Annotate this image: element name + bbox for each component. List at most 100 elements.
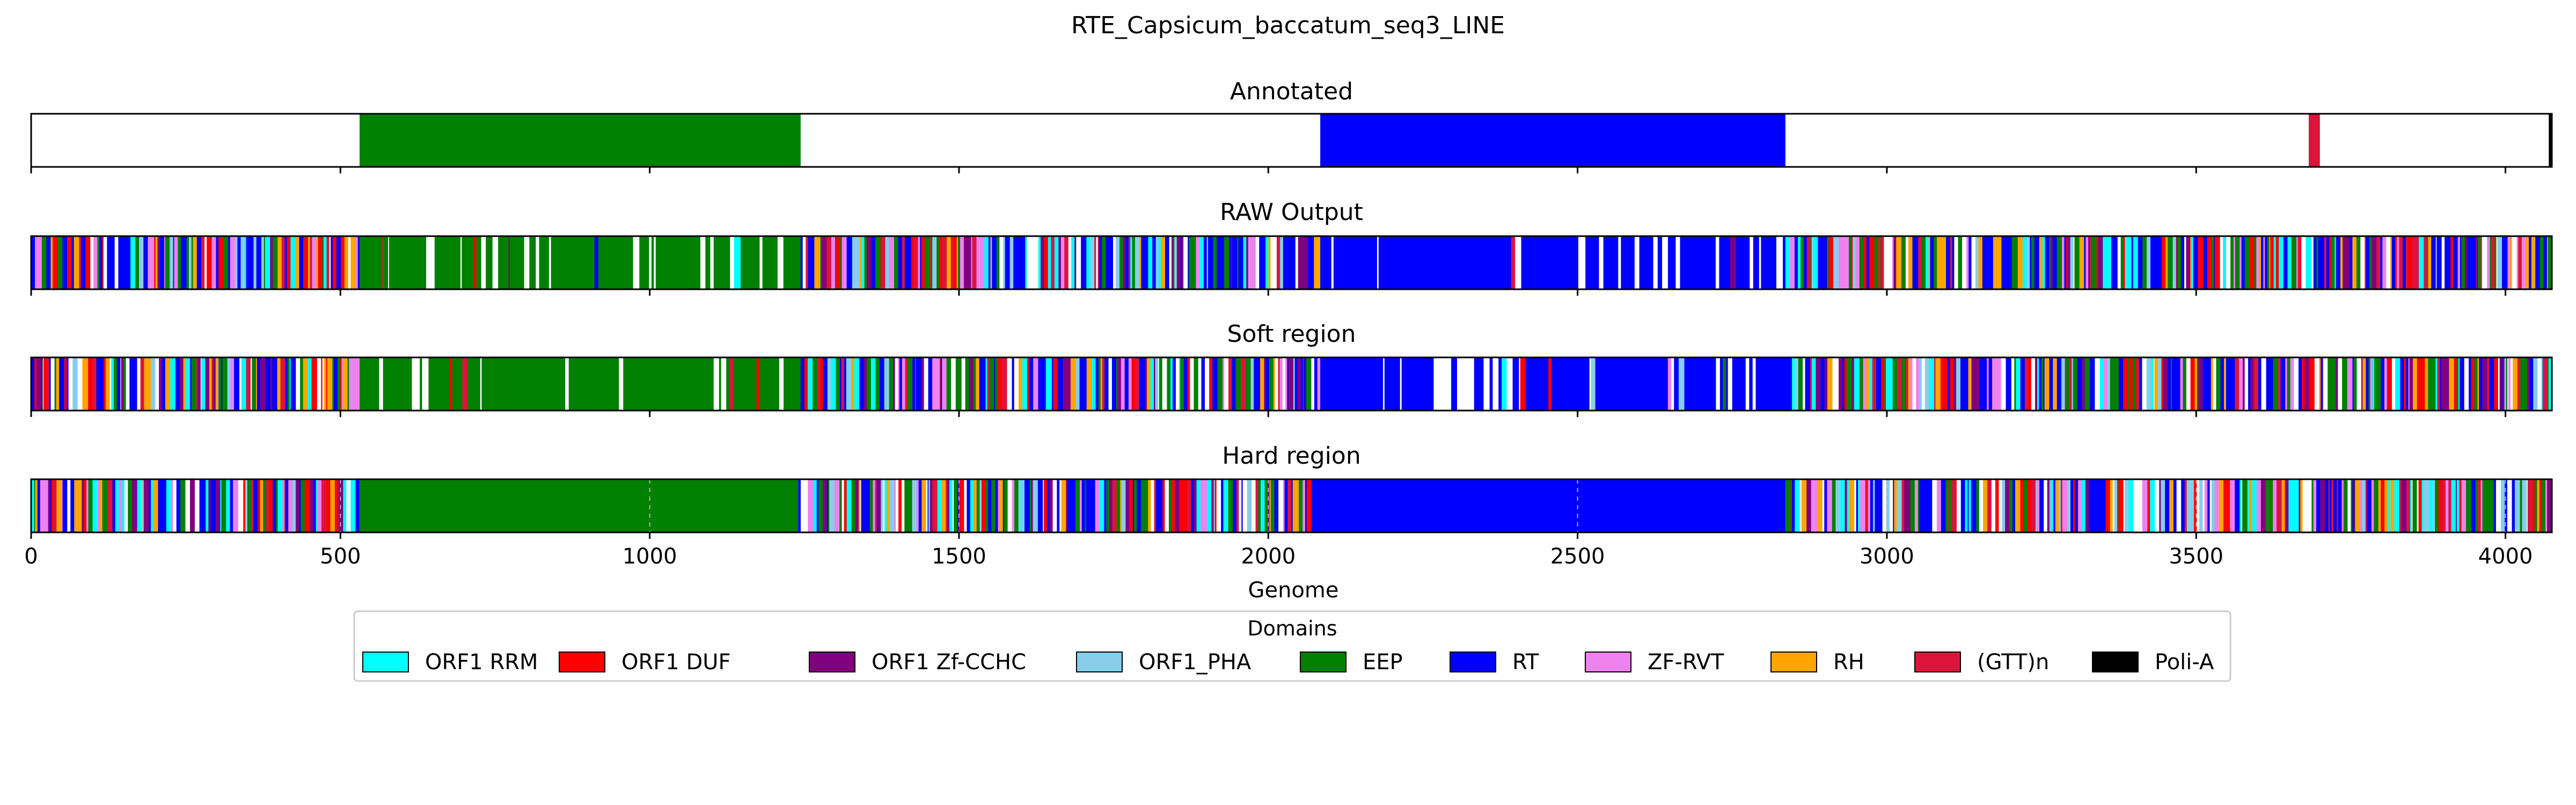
segment-bar	[2508, 357, 2511, 411]
segment-bar	[1116, 357, 1118, 411]
segment-bar	[2319, 357, 2321, 411]
segment-bar	[2302, 357, 2305, 411]
segment-bar	[1012, 357, 1014, 411]
segment-bar	[851, 357, 855, 411]
segment-bar	[1110, 236, 1114, 289]
segment-bar	[2341, 479, 2344, 532]
segment-bar	[1081, 479, 1086, 532]
segment-bar	[1856, 357, 1860, 411]
segment-bar	[2017, 236, 2023, 289]
segment-bar	[1158, 236, 1161, 289]
segment-bar	[2370, 357, 2373, 411]
segment-bar	[277, 479, 283, 532]
segment-bar	[1703, 236, 1707, 289]
segment-bar	[1141, 236, 1147, 289]
segment-bar	[930, 236, 932, 289]
segment-bar	[2014, 357, 2016, 411]
segment-bar	[536, 357, 540, 411]
segment-bar	[256, 236, 262, 289]
segment-bar	[2514, 479, 2521, 532]
segment-bar	[729, 357, 734, 411]
segment-bar	[1280, 236, 1284, 289]
segment-bar	[1223, 479, 1229, 532]
segment-bar	[1051, 236, 1055, 289]
segment-bar	[1612, 236, 1619, 289]
x-tick-label: 500	[320, 544, 361, 569]
segment-bar	[241, 357, 247, 411]
segment-bar	[1115, 236, 1120, 289]
segment-bar	[2336, 236, 2340, 289]
segment-bar	[1228, 479, 1233, 532]
segment-bar	[456, 357, 463, 411]
segment-bar	[997, 357, 1002, 411]
segment-bar	[1165, 236, 1169, 289]
segment-bar	[1995, 479, 1999, 532]
segment-bar	[2002, 479, 2006, 532]
segment-bar	[326, 479, 331, 532]
segment-bar	[881, 236, 886, 289]
segment-bar	[2091, 236, 2096, 289]
segment-bar	[1868, 479, 1871, 532]
legend-title: Domains	[1247, 617, 1337, 640]
segment-bar	[247, 236, 251, 289]
segment-bar	[1561, 236, 1568, 289]
segment-bar	[1760, 357, 1765, 411]
segment-bar	[2494, 236, 2497, 289]
segment-bar	[1187, 479, 1192, 532]
segment-bar	[130, 236, 136, 289]
segment-bar	[759, 357, 765, 411]
segment-bar	[2153, 236, 2155, 289]
segment-bar	[854, 236, 860, 289]
segment-bar	[321, 479, 327, 532]
segment-bar	[1854, 357, 1857, 411]
segment-bar	[2072, 357, 2074, 411]
legend-label: EEP	[1363, 650, 1403, 675]
segment-bar	[990, 236, 992, 289]
segment-bar	[1849, 236, 1852, 289]
segment-bar	[1785, 357, 1790, 411]
segment-bar	[870, 357, 876, 411]
segment-bar	[1362, 357, 1365, 411]
segment-bar	[210, 236, 213, 289]
segment-bar	[98, 479, 100, 532]
segment-bar	[2477, 479, 2482, 532]
segment-bar	[2233, 236, 2236, 289]
segment-bar	[1791, 479, 1795, 532]
segment-bar	[1875, 479, 1876, 532]
segment-bar	[1789, 357, 1792, 411]
segment-bar	[542, 236, 550, 289]
segment-bar	[909, 236, 912, 289]
segment-bar	[2479, 357, 2483, 411]
segment-bar	[1945, 479, 1949, 532]
segment-bar	[1323, 236, 1326, 289]
segment-bar	[215, 479, 221, 532]
segment-bar	[1235, 357, 1241, 411]
segment-bar	[875, 236, 881, 289]
segment-bar	[2450, 236, 2454, 289]
segment-bar	[1154, 479, 1157, 532]
segment-bar	[558, 357, 563, 411]
segment-bar	[2343, 236, 2348, 289]
segment-bar	[2088, 236, 2090, 289]
segment-bar	[2409, 357, 2413, 411]
segment-bar	[1548, 357, 1552, 411]
segment-bar	[299, 236, 304, 289]
segment-bar	[981, 479, 986, 532]
segment-bar	[1075, 479, 1080, 532]
segment-bar	[1141, 357, 1146, 411]
segment-bar	[99, 236, 103, 289]
segment-bar	[1846, 357, 1852, 411]
segment-bar	[285, 357, 288, 411]
segment-bar	[2171, 357, 2172, 411]
segment-bar	[2425, 357, 2428, 411]
segment-bar	[810, 236, 815, 289]
segment-bar	[2253, 357, 2259, 411]
segment-bar	[1730, 236, 1737, 289]
segment-bar	[1260, 357, 1264, 411]
segment-bar	[180, 479, 186, 532]
segment-bar	[1624, 357, 1631, 411]
segment-bar	[2334, 236, 2337, 289]
segment-bar	[1360, 236, 1366, 289]
segment-bar	[1528, 357, 1535, 411]
